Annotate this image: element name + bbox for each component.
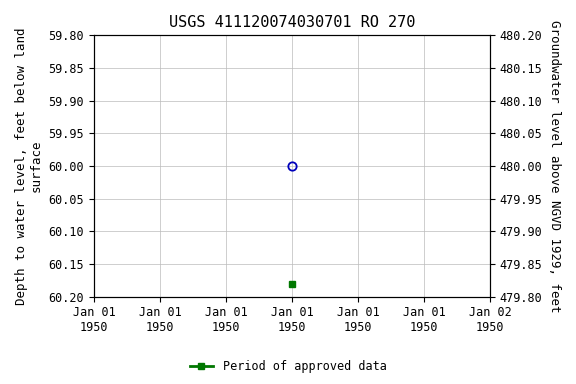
Y-axis label: Depth to water level, feet below land
surface: Depth to water level, feet below land su…	[15, 27, 43, 305]
Title: USGS 411120074030701 RO 270: USGS 411120074030701 RO 270	[169, 15, 415, 30]
Legend: Period of approved data: Period of approved data	[185, 356, 391, 378]
Y-axis label: Groundwater level above NGVD 1929, feet: Groundwater level above NGVD 1929, feet	[548, 20, 561, 312]
